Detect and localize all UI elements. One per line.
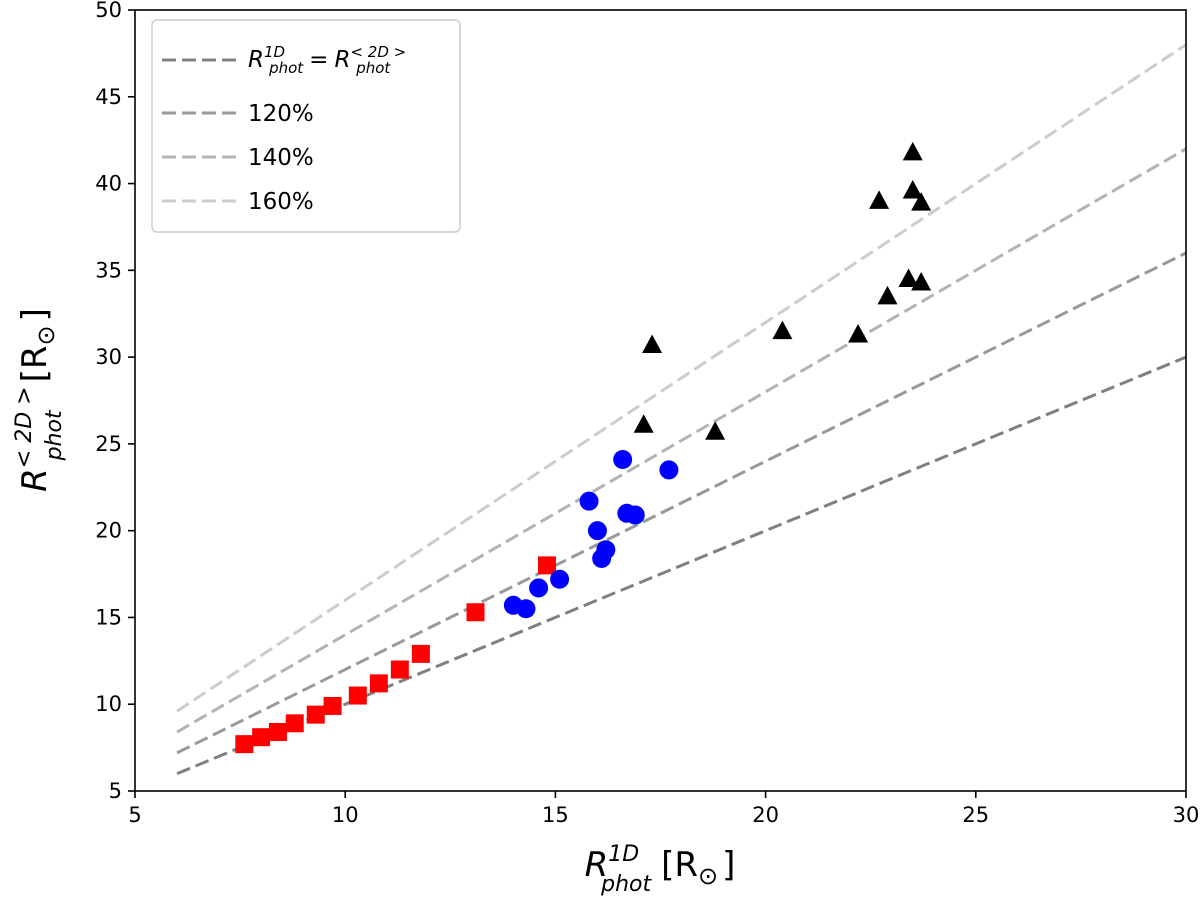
marker-square-5	[323, 696, 342, 715]
y-axis-title-sub: phot	[42, 409, 67, 461]
legend-label-120: 120%	[248, 101, 314, 127]
marker-circle-1	[516, 599, 536, 619]
y-tick-label-2: 15	[95, 605, 122, 629]
marker-triangle-0	[633, 414, 654, 433]
y-tick-label-4: 25	[95, 432, 122, 456]
marker-square-7	[369, 674, 388, 693]
x-tick-label-2: 15	[542, 803, 569, 827]
marker-triangle-5	[869, 190, 890, 209]
legend-label-160: 160%	[248, 189, 314, 215]
marker-square-3	[285, 714, 304, 733]
x-axis-title-unit-close: ]	[722, 845, 735, 885]
y-tick-label-7: 40	[95, 172, 122, 196]
y-axis-title-unit: [R	[15, 346, 55, 383]
data-markers	[235, 141, 932, 754]
x-axis-title-unit-sub: ⊙	[698, 862, 718, 890]
y-axis-title-unit-close: ]	[15, 308, 55, 321]
x-tick-label-1: 10	[332, 803, 359, 827]
y-tick-label-1: 10	[95, 692, 122, 716]
y-tick-label-9: 50	[95, 0, 122, 22]
marker-triangle-1	[642, 334, 663, 353]
x-axis-title: R1D phot [R⊙]	[585, 842, 736, 897]
x-tick-label-4: 25	[962, 803, 989, 827]
marker-triangle-10	[911, 192, 932, 211]
reference-line-2	[176, 147, 1186, 734]
marker-triangle-7	[898, 268, 919, 288]
marker-square-2	[268, 722, 287, 741]
reference-line-1	[176, 251, 1186, 755]
y-axis-title-sup: < 2D >	[12, 386, 37, 468]
legend-label-140: 140%	[248, 145, 314, 171]
y-tick-label-5: 30	[95, 345, 122, 369]
marker-triangle-6	[877, 285, 898, 305]
x-tick-label-5: 30	[1173, 803, 1200, 827]
marker-triangle-11	[911, 271, 932, 291]
y-axis-title-main: R	[15, 468, 55, 492]
marker-square-11	[537, 556, 556, 575]
y-axis: 5 10 15 20 25 30 35 40 45 50	[95, 0, 135, 803]
marker-triangle-4	[848, 324, 869, 343]
marker-circle-10	[625, 505, 645, 525]
marker-circle-7	[596, 540, 616, 560]
reference-lines	[176, 43, 1186, 776]
marker-triangle-8	[902, 141, 923, 161]
marker-triangle-9	[902, 179, 923, 199]
marker-circle-3	[550, 569, 570, 589]
marker-circle-5	[587, 521, 607, 541]
reference-line-0	[176, 355, 1186, 776]
marker-square-6	[348, 686, 367, 705]
marker-circle-8	[613, 450, 633, 470]
marker-square-1	[252, 728, 271, 747]
marker-circle-4	[579, 491, 599, 511]
y-tick-label-8: 45	[95, 85, 122, 109]
marker-circle-11	[659, 460, 679, 480]
y-axis-title-unit-sub: ⊙	[32, 325, 60, 345]
marker-triangle-3	[772, 320, 793, 340]
plot-frame	[134, 9, 1187, 792]
x-tick-label-0: 5	[128, 803, 141, 827]
y-tick-label-0: 5	[109, 779, 122, 803]
x-axis-title-sup: 1D	[608, 842, 639, 867]
x-axis: 5 10 15 20 25 30	[128, 791, 1199, 827]
y-axis-title: R< 2D > phot [R⊙]	[12, 308, 67, 492]
marker-circle-2	[529, 578, 549, 598]
marker-square-9	[411, 644, 430, 663]
reference-line-3	[176, 43, 1186, 713]
legend: R1D phot = R< 2D > phot 120% 140% 160%	[151, 19, 461, 233]
marker-triangle-2	[705, 421, 726, 440]
x-axis-title-unit: [R	[661, 845, 698, 885]
legend-box	[151, 19, 461, 233]
x-tick-label-3: 20	[752, 803, 779, 827]
y-tick-label-6: 35	[95, 258, 122, 282]
marker-square-8	[390, 660, 409, 679]
marker-square-10	[466, 603, 485, 622]
y-tick-label-3: 20	[95, 519, 122, 543]
x-axis-title-sub: phot	[600, 872, 652, 897]
marker-square-4	[306, 705, 325, 724]
x-axis-title-main: R	[585, 845, 609, 885]
marker-square-0	[235, 735, 254, 754]
legend-label-identity: R1D phot = R< 2D > phot	[248, 43, 406, 77]
